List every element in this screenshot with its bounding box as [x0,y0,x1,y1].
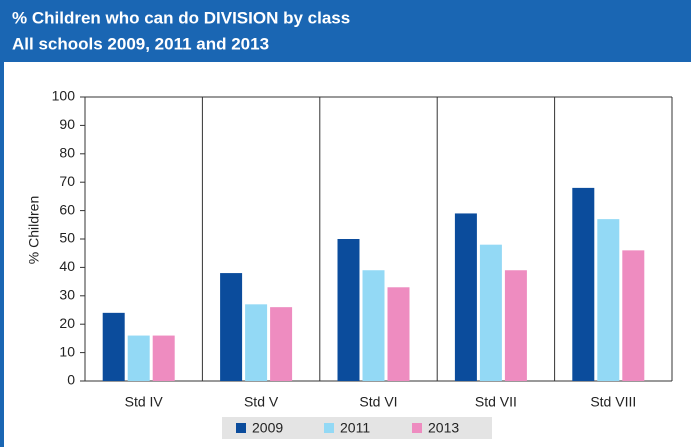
bar [337,239,360,381]
bar [152,335,175,381]
bar [220,273,243,381]
bar [387,287,410,381]
y-axis-label: % Children [26,196,42,264]
y-tick-label: 50 [59,230,75,246]
bar [622,250,645,381]
bar [597,219,620,381]
bar [504,270,527,381]
legend-box [222,417,492,439]
y-tick-label: 80 [59,145,75,161]
y-tick-label: 90 [59,116,75,132]
chart-title: % Children who can do DIVISION by class [12,8,350,27]
x-tick-label: Std VIII [590,394,636,410]
y-tick-label: 100 [52,88,76,104]
bar [127,335,150,381]
x-tick-label: Std V [244,394,279,410]
left-border [0,62,4,447]
bar [454,213,477,381]
chart-subtitle: All schools 2009, 2011 and 2013 [12,34,269,53]
bar [102,312,125,381]
y-tick-label: 30 [59,287,75,303]
y-tick-label: 10 [59,343,75,359]
legend-label: 2009 [252,420,283,436]
legend-label: 2011 [340,420,370,436]
bar [362,270,385,381]
legend-label: 2013 [428,420,459,436]
y-tick-label: 0 [67,372,75,388]
bar [572,187,595,381]
x-tick-label: Std VII [475,394,517,410]
y-tick-label: 60 [59,201,75,217]
legend-swatch [236,423,246,433]
header-band [0,0,691,62]
legend-swatch [412,423,422,433]
x-tick-label: Std IV [125,394,164,410]
y-tick-label: 70 [59,173,75,189]
bar [245,304,268,381]
legend-swatch [324,423,334,433]
bar [270,307,293,381]
x-tick-label: Std VI [359,394,397,410]
y-tick-label: 20 [59,315,75,331]
bar [479,244,502,381]
y-tick-label: 40 [59,258,75,274]
